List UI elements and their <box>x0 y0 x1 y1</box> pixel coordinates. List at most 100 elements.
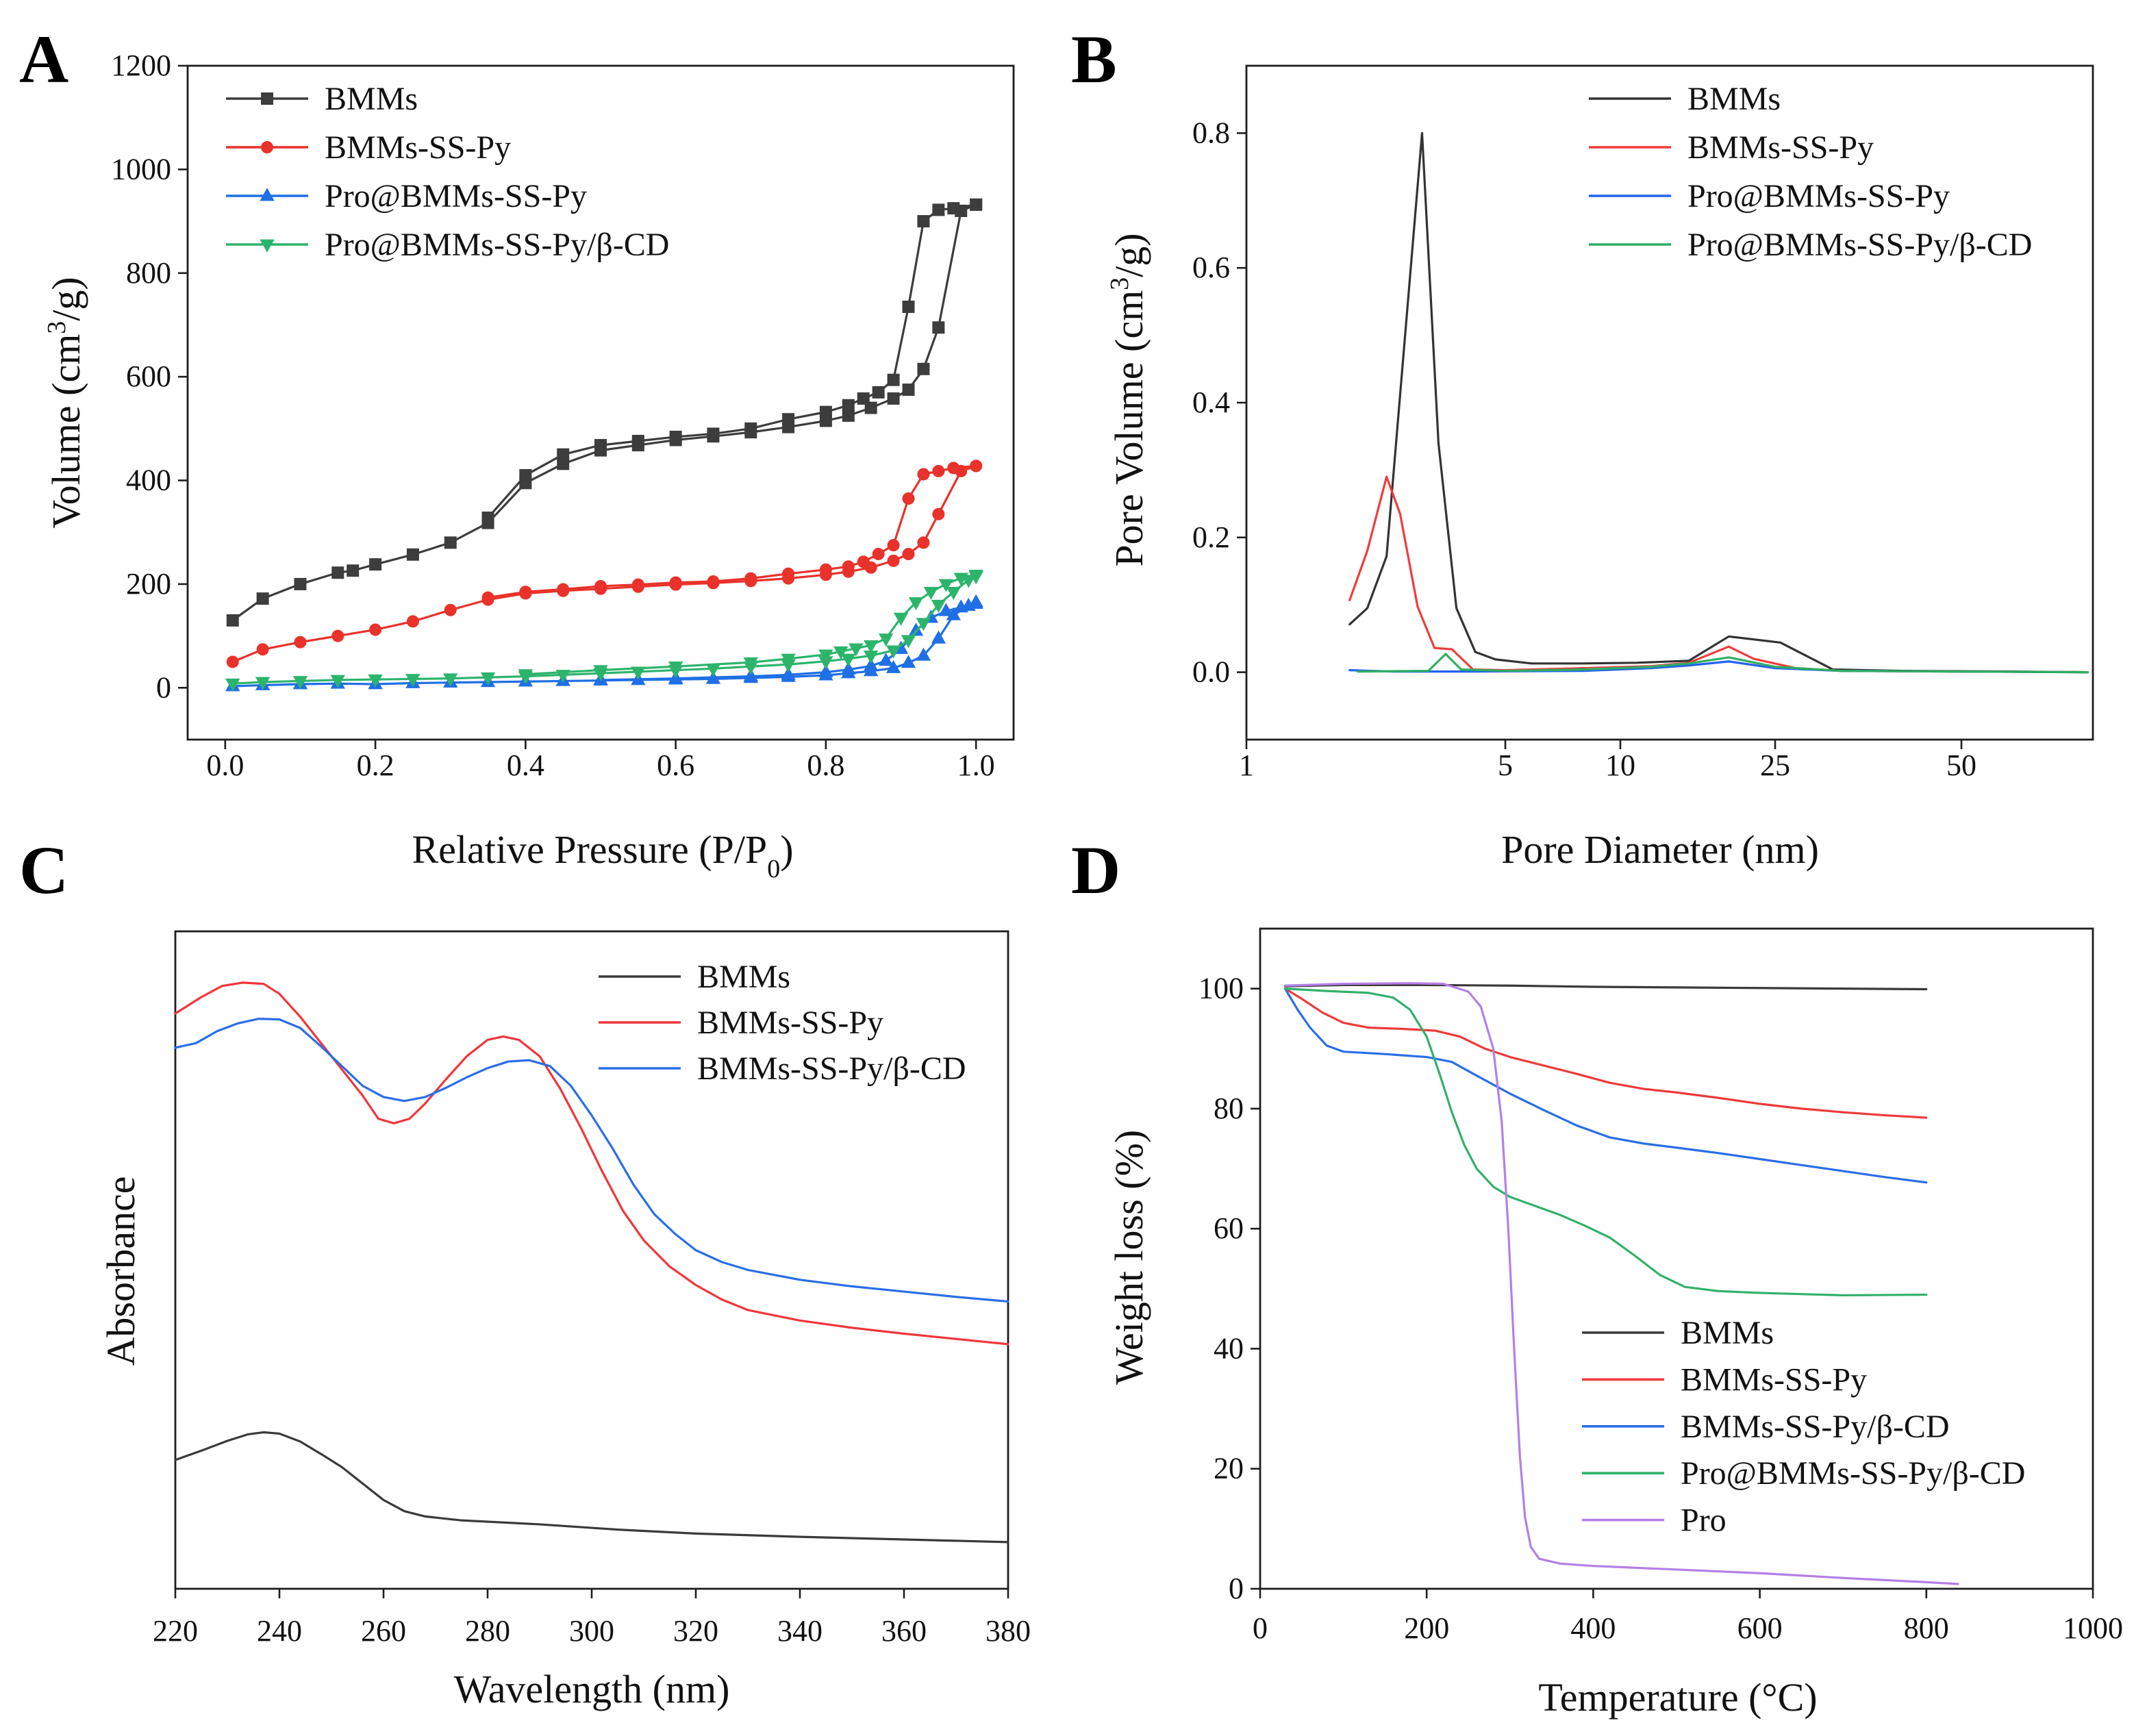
legend-marker <box>261 141 274 154</box>
axis-ticks-c: 220 240 260 280 300 320 340 360 380 <box>153 1589 1031 1648</box>
pro-at-bmms-ss-py-desorption-point <box>743 668 758 681</box>
bmms-ss-py-desorption-point <box>947 462 960 475</box>
y-axis-label-text: Pore Volume (cm <box>1107 290 1151 567</box>
pro-at-bmms-ss-py-desorption-point <box>953 599 968 613</box>
bmms-adsorption-point <box>932 321 945 334</box>
pro-at-bmms-ss-py-beta-cd-desorption-point <box>938 579 954 592</box>
bmms-ss-py-desorption-point <box>481 591 494 604</box>
pro-at-bmms-ss-py-beta-cd-desorption-point <box>864 640 879 653</box>
bmms-curve-line <box>174 1431 1009 1544</box>
bmms-adsorption-point <box>347 564 360 577</box>
x-tick-label-a: 0.8 <box>807 749 844 782</box>
legend-entry-bmms: BMMs <box>1589 81 1781 117</box>
plot-area-d: 0 200 400 600 800 1000 0 20 40 60 80 100 BMMs BMMs-SS… <box>1198 972 2123 1645</box>
pro-at-bmms-ss-py-adsorption-point <box>886 659 901 673</box>
bmms-ss-py-desorption-point <box>782 567 795 580</box>
bmms-ss-py-desorption-point <box>594 579 607 592</box>
bmms-ss-py-desorption-point <box>669 576 682 589</box>
y-tick-label-d: 100 <box>1198 972 1244 1005</box>
bmms-adsorption-point <box>331 566 344 579</box>
y-axis-label-a: Volume (cm3/g) <box>42 277 88 529</box>
bmms-ss-py-desorption-line <box>486 464 977 599</box>
pro-at-bmms-ss-py-beta-cd-desorption-point <box>968 569 983 583</box>
x-tick-label-d: 0 <box>1253 1611 1268 1645</box>
pro-at-bmms-ss-py-beta-cd-desorption-point <box>833 646 849 660</box>
bmms-desorption-point <box>557 448 570 461</box>
legend-entry-bmms-ss-py: BMMs-SS-Py <box>226 129 511 166</box>
legend-label: BMMs-SS-Py <box>697 1005 883 1041</box>
pro-at-bmms-ss-py-beta-cd-adsorption-point <box>405 674 420 688</box>
bmms-ss-py-adsorption-point <box>226 655 239 668</box>
x-tick-label-a: 1.0 <box>957 749 995 782</box>
bmms-adsorption-point <box>406 548 419 561</box>
pro-at-bmms-ss-py-beta-cd-desorption-point <box>593 665 608 679</box>
legend-label: BMMs-SS-Py/β-CD <box>1681 1409 1950 1445</box>
bmms-adsorption-point <box>369 558 382 571</box>
bmms-ss-py-adsorption-point <box>406 615 419 628</box>
x-tick-label-a: 0.2 <box>357 749 394 782</box>
x-tick-label-d: 200 <box>1404 1611 1449 1645</box>
x-tick-label-d: 600 <box>1737 1611 1783 1645</box>
bmms-curve-line <box>1283 983 1928 991</box>
bmms-adsorption-point <box>294 577 307 590</box>
pro-at-bmms-ss-py-desorption-point <box>818 664 833 677</box>
bmms-ss-py-adsorption-point <box>444 603 457 616</box>
legend-b: BMMs BMMs-SS-Py Pro@BMMs-SS-Py Pro@BMMs-SS-… <box>1589 81 2032 263</box>
bmms-ss-py-desorption-point <box>842 560 855 573</box>
y-axis-label-b: Pore Volume (cm3/g) <box>1105 233 1151 566</box>
x-tick-label-b: 1 <box>1239 749 1254 782</box>
pro-at-bmms-ss-py-beta-cd-adsorption-point <box>916 618 931 631</box>
legend-label: BMMs-SS-Py/β-CD <box>697 1051 966 1087</box>
pro-at-bmms-ss-py-beta-cd-desorption-point <box>849 643 864 657</box>
pro-at-bmms-ss-py-desorption-point <box>878 653 894 666</box>
bmms-ss-py-adsorption-point <box>294 636 307 649</box>
legend-entry-pro: Pro <box>1582 1502 1727 1539</box>
panel-a: A Relative Pressure (P/P0) Volume (cm3/g… <box>19 21 1015 883</box>
pro-at-bmms-ss-py-beta-cd-adsorption-point <box>368 674 383 688</box>
y-tick-label-a: 200 <box>126 567 171 601</box>
pro-at-bmms-ss-py-beta-cd-adsorption-point <box>931 599 946 613</box>
y-tick-label-a: 600 <box>126 360 171 393</box>
panel-label-a: A <box>19 21 68 97</box>
pro-at-bmms-ss-py-beta-cd-adsorption-point <box>480 672 496 685</box>
bmms-ss-py-desorption-point <box>819 563 832 576</box>
pro-at-bmms-ss-py-beta-cd-adsorption-point <box>443 673 458 687</box>
legend-d: BMMs BMMs-SS-Py BMMs-SS-Py/β-CD Pro@BMMs-SS… <box>1582 1315 2025 1539</box>
pro-at-bmms-ss-py-beta-cd-desorption-point <box>953 573 968 586</box>
bmms-ss-py-adsorption-point <box>917 536 930 549</box>
pro-at-bmms-ss-py-beta-cd-adsorption-point <box>225 678 240 692</box>
bmms-desorption-point <box>631 435 644 448</box>
legend-entry-bmms: BMMs <box>599 959 790 995</box>
x-tick-label-a: 0.0 <box>206 749 244 782</box>
x-tick-label-a: 0.6 <box>657 749 694 782</box>
bmms-ss-py-desorption-point <box>902 492 915 505</box>
pro-at-bmms-ss-py-beta-cd-adsorption-point <box>841 653 856 667</box>
bmms-ss-py-adsorption-point <box>902 548 915 561</box>
legend-entry-pro-at-bmms-ss-py: Pro@BMMs-SS-Py <box>226 178 587 214</box>
legend-entry-bmms: BMMs <box>226 81 418 117</box>
bmms-desorption-point <box>902 300 915 313</box>
y-tick-label-a: 400 <box>126 464 171 497</box>
pro-at-bmms-ss-py-beta-cd-desorption-point <box>923 586 939 601</box>
bmms-ss-py-desorption-point <box>970 460 983 473</box>
y-tick-label-a: 1000 <box>111 152 171 186</box>
plot-frame-b <box>1245 64 2094 741</box>
pro-at-bmms-ss-py-desorption-point <box>908 622 924 636</box>
pro-at-bmms-ss-py-beta-cd-desorption-point <box>781 653 796 667</box>
bmms-desorption-point <box>932 203 945 216</box>
pro-at-bmms-ss-py-beta-cd-desorption-point <box>818 649 833 663</box>
y-tick-label-b: 0.8 <box>1192 116 1230 149</box>
x-axis-label-d: Temperature (°C) <box>1538 1675 1817 1720</box>
bmms-ss-py-adsorption-point <box>932 507 945 520</box>
pro-at-bmms-ss-py-beta-cd-curve-line <box>1357 653 2089 674</box>
x-axis-label-subscript: 0 <box>767 855 780 883</box>
bmms-adsorption-point <box>902 383 915 397</box>
pro-at-bmms-ss-py-beta-cd-desorption-line <box>524 573 977 676</box>
pro-at-bmms-ss-py-adsorption-point <box>901 655 916 668</box>
bmms-desorption-point <box>842 399 855 412</box>
x-tick-label-c: 220 <box>153 1614 198 1648</box>
legend-entry-bmms-ss-py: BMMs-SS-Py <box>1589 129 1874 166</box>
pro-at-bmms-ss-py-beta-cd-desorption-point <box>878 633 894 647</box>
legend-entry-pro-at-bmms-ss-py-beta-cd: Pro@BMMs-SS-Py/β-CD <box>1582 1455 2025 1492</box>
